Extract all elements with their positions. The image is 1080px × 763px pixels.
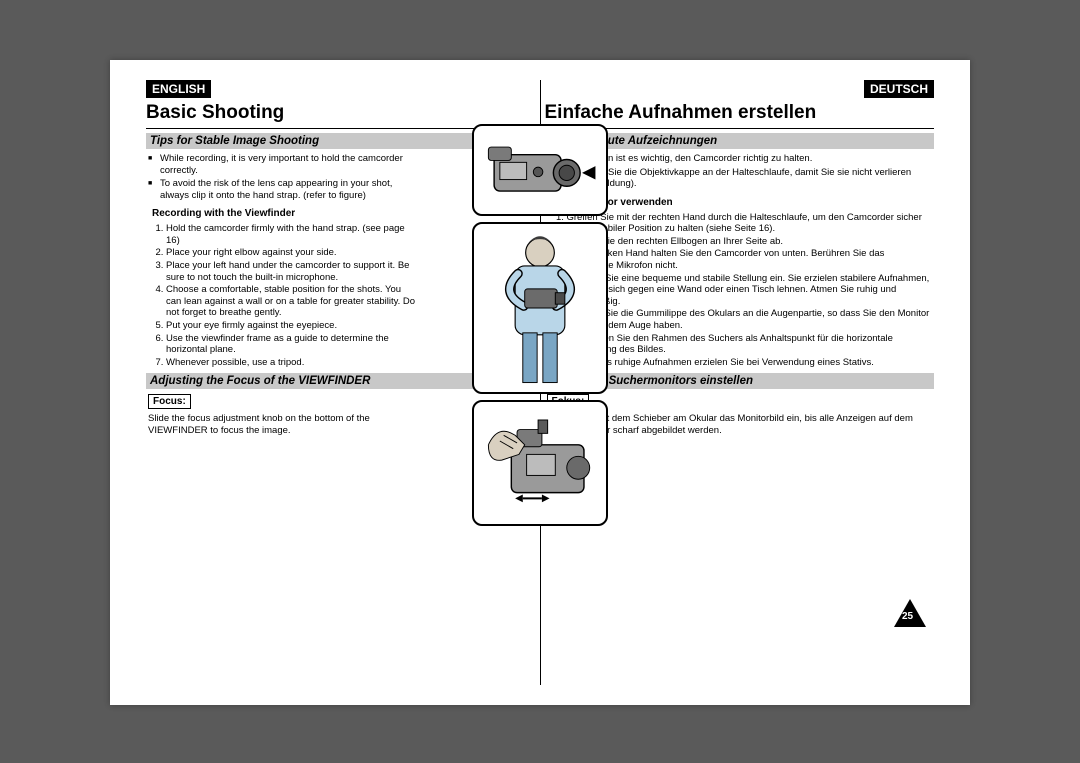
step-item: Choose a comfortable, stable position fo… bbox=[166, 284, 416, 319]
intro-bullet: While recording, it is very important to… bbox=[160, 153, 416, 176]
page-number-badge: 25 bbox=[894, 599, 926, 627]
language-label-deutsch: DEUTSCH bbox=[864, 80, 934, 98]
figure-viewfinder-adjust-icon bbox=[472, 400, 608, 526]
focus-box-left: Focus: bbox=[148, 394, 191, 409]
intro-bullet: Beim Filmen ist es wichtig, den Camcorde… bbox=[561, 153, 933, 165]
page-number: 25 bbox=[902, 611, 913, 622]
step-item: Verwenden Sie den Rahmen des Suchers als… bbox=[567, 333, 933, 356]
step-item: Hold the camcorder firmly with the hand … bbox=[166, 223, 416, 246]
intro-bullet: To avoid the risk of the lens cap appear… bbox=[160, 178, 416, 201]
step-item: Stützen Sie den rechten Ellbogen an Ihre… bbox=[567, 236, 933, 248]
language-row-left: ENGLISH bbox=[146, 80, 536, 98]
step-item: Drücken Sie die Gummilippe des Okulars a… bbox=[567, 308, 933, 331]
step-item: Besonders ruhige Aufnahmen erzielen Sie … bbox=[567, 357, 933, 369]
manual-page: ENGLISH Basic Shooting Tips for Stable I… bbox=[110, 60, 970, 705]
step-item: Place your right elbow against your side… bbox=[166, 247, 416, 259]
intro-bullet: Befestigen Sie die Objektivkappe an der … bbox=[561, 167, 933, 190]
step-item: Mit der linken Hand halten Sie den Camco… bbox=[567, 248, 933, 271]
figure-person-holding-icon bbox=[472, 222, 608, 394]
step-item: Nehmen Sie eine bequeme und stabile Stel… bbox=[567, 273, 933, 308]
step-item: Greifen Sie mit der rechten Hand durch d… bbox=[567, 212, 933, 235]
figure-camcorder-icon bbox=[472, 124, 608, 216]
step-item: Use the viewfinder frame as a guide to d… bbox=[166, 333, 416, 356]
step-item: Put your eye firmly against the eyepiece… bbox=[166, 320, 416, 332]
step-item: Place your left hand under the camcorder… bbox=[166, 260, 416, 283]
figure-strip bbox=[472, 124, 608, 526]
language-label-english: ENGLISH bbox=[146, 80, 211, 98]
language-row-right: DEUTSCH bbox=[545, 80, 935, 98]
step-item: Whenever possible, use a tripod. bbox=[166, 357, 416, 369]
